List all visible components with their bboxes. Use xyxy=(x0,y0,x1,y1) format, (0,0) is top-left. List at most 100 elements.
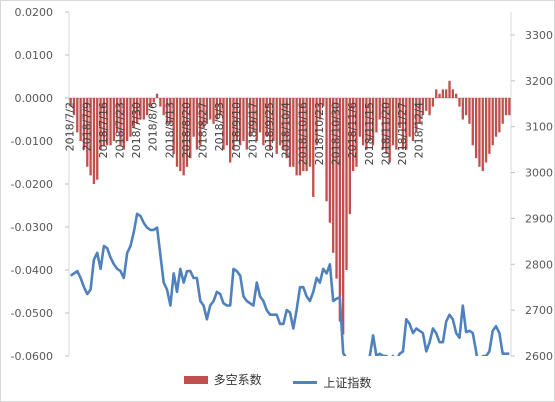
bar xyxy=(335,98,338,279)
left-tick-label: 0.0000 xyxy=(15,92,54,105)
bar xyxy=(371,98,375,146)
bar xyxy=(199,98,202,146)
bar xyxy=(112,98,116,141)
left-tick-label: -0.0300 xyxy=(11,221,53,234)
bar xyxy=(381,98,385,150)
bar xyxy=(72,98,76,116)
bar xyxy=(258,98,262,133)
legend-label-line: 上证指数 xyxy=(323,375,372,390)
bar xyxy=(488,98,491,154)
right-tick-label: 3200 xyxy=(525,75,553,88)
bar xyxy=(152,98,155,103)
bar xyxy=(129,98,132,137)
bar xyxy=(325,98,328,202)
bar xyxy=(172,98,175,154)
x-tick-label: 2018/9/10 xyxy=(230,102,243,158)
bar xyxy=(302,98,305,172)
legend: 多空系数 上证指数 xyxy=(1,371,554,391)
x-tick-label: 2018/11/6 xyxy=(346,102,359,158)
bar xyxy=(458,98,461,107)
x-tick-label: 2018/7/2 xyxy=(64,102,77,151)
bar xyxy=(365,98,368,150)
bar xyxy=(238,98,242,146)
bar xyxy=(255,98,258,141)
bar xyxy=(139,98,142,120)
x-tick-label: 2018/7/30 xyxy=(130,102,143,158)
bar xyxy=(89,98,92,176)
bar xyxy=(305,98,308,172)
bar xyxy=(79,98,82,141)
left-tick-label: -0.0500 xyxy=(11,307,53,320)
right-tick-label: 3000 xyxy=(525,167,553,180)
bar xyxy=(122,98,125,150)
bar xyxy=(481,98,484,172)
bar xyxy=(202,98,205,129)
series-line-shanghai-index xyxy=(69,212,510,356)
x-tick-label: 2018/10/23 xyxy=(313,102,326,165)
left-tick-label: -0.0600 xyxy=(11,350,53,363)
bar xyxy=(219,98,222,116)
bar xyxy=(391,98,395,146)
bar xyxy=(242,98,245,141)
bar xyxy=(288,98,292,167)
bar xyxy=(278,98,282,146)
bar xyxy=(116,98,119,133)
bar xyxy=(435,89,438,98)
x-tick-label: 2018/8/6 xyxy=(147,102,160,151)
bar xyxy=(268,98,272,150)
bar xyxy=(484,98,488,163)
bar xyxy=(282,98,285,150)
bar xyxy=(159,98,162,107)
bar xyxy=(474,98,478,159)
bar xyxy=(508,98,511,116)
bar xyxy=(69,98,72,107)
bar xyxy=(395,98,398,150)
bar xyxy=(318,98,322,120)
x-tick-label: 2018/7/9 xyxy=(80,102,93,151)
bar xyxy=(185,98,189,167)
bar xyxy=(494,98,498,137)
bar xyxy=(368,98,371,141)
left-tick-label: 0.0200 xyxy=(15,6,54,19)
bar xyxy=(428,98,431,116)
bar xyxy=(345,98,348,270)
bar xyxy=(322,98,325,107)
bar xyxy=(245,98,248,150)
bar xyxy=(455,93,458,98)
bar xyxy=(315,98,318,146)
bar xyxy=(209,98,212,120)
bar xyxy=(229,98,232,163)
bar xyxy=(468,98,471,124)
bar xyxy=(351,98,355,172)
bar xyxy=(109,98,112,146)
legend-item-line: 上证指数 xyxy=(293,374,371,391)
bar xyxy=(132,98,135,129)
bar xyxy=(441,89,445,98)
bar xyxy=(125,98,129,141)
bar xyxy=(265,98,268,137)
left-tick-label: -0.0200 xyxy=(11,178,53,191)
bar xyxy=(252,98,255,133)
bar xyxy=(102,98,106,146)
right-tick-label: 2800 xyxy=(525,258,553,271)
x-tick-label: 2018/8/27 xyxy=(197,102,210,158)
right-tick-label: 2600 xyxy=(525,350,553,363)
bar xyxy=(235,98,238,141)
bar xyxy=(332,98,335,253)
bar xyxy=(275,98,278,154)
x-tick-label: 2018/7/23 xyxy=(114,102,127,158)
bar xyxy=(248,98,252,137)
bar xyxy=(155,93,159,98)
x-tick-label: 2018/7/16 xyxy=(97,102,110,158)
bar xyxy=(106,98,109,146)
bar xyxy=(86,98,89,167)
bar xyxy=(491,98,494,146)
bar xyxy=(348,98,351,215)
bar xyxy=(298,98,302,176)
bar xyxy=(308,98,312,167)
bar xyxy=(142,98,145,120)
bar xyxy=(222,98,225,150)
bar xyxy=(504,98,508,116)
bar xyxy=(182,98,185,176)
